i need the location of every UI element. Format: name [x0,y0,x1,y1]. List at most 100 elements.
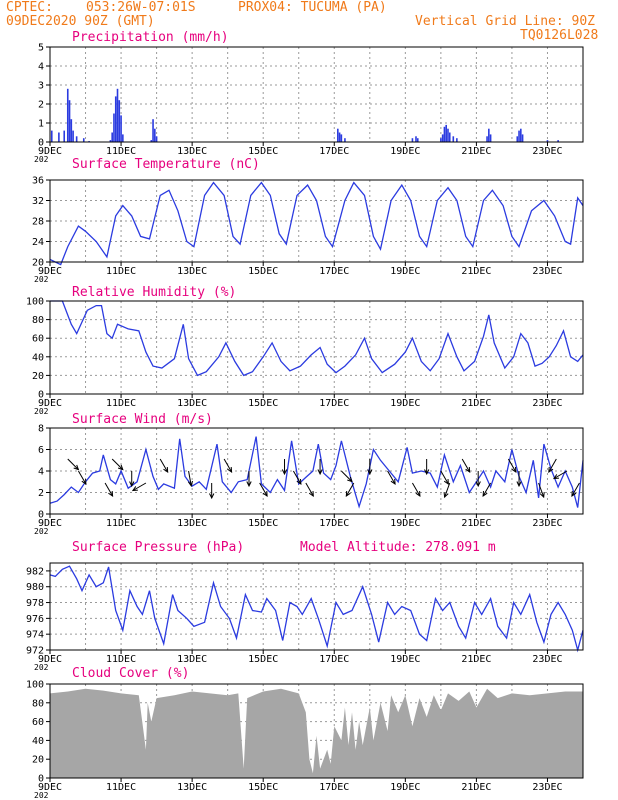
precip-bar [518,130,520,142]
precip-bar [557,140,559,142]
x-tick-label: 19DEC [390,518,420,529]
precip-bar [448,132,451,142]
x-tick-label: 9DEC [38,398,62,409]
precip-bar [114,96,117,142]
y-tick-label: 28 [32,217,44,228]
wind-vector [482,482,492,497]
header-datetime: 09DEC2020 90Z (GMT) [6,14,155,29]
wind-arrowhead [281,469,288,476]
panel-frame [49,300,584,395]
x-tick-label: 21DEC [461,398,491,409]
wind-vector [77,470,87,485]
precip-bar [58,132,60,142]
wind-vector [305,482,314,497]
x-tick-label: 13DEC [177,146,207,157]
panel-frame [49,179,584,263]
wind-arrowhead [552,474,560,480]
precip-bar [456,138,458,142]
wind-vector [111,458,124,470]
precip-bar [63,130,66,142]
precip-bar [520,128,522,142]
panel-title: Relative Humidity (%) [72,285,236,300]
x-tick-label: 15DEC [248,782,278,793]
x-tick-label: 23DEC [532,654,562,665]
y-tick-label: 0 [38,138,44,149]
x-tick-label: 11DEC [106,398,136,409]
precip-bar [445,124,447,142]
precip-bar [109,140,112,142]
panel-title: Surface Wind (m/s) [72,412,213,427]
wind-arrowhead [209,493,215,500]
x-year-fragment: 202 [34,407,49,416]
y-tick-label: 24 [32,237,44,248]
y-tick-label: 60 [32,717,44,728]
x-tick-label: 21DEC [461,518,491,529]
wind-vector [412,482,421,497]
precip-bar [152,119,154,142]
wind-arrowhead [73,464,80,471]
precip-bar [111,132,113,142]
wind-vector [538,482,545,498]
precip-bar [66,88,69,142]
wind-vector [159,458,169,473]
x-tick-label: 17DEC [319,782,349,793]
wind-vector [341,470,353,482]
precip-bar [486,136,488,142]
precip-bar [122,134,124,142]
panel-annotation: Model Altitude: 278.091 m [300,540,496,555]
wind-arrowhead [482,490,488,498]
y-tick-label: 6 [38,445,44,456]
panel-title: Precipitation (mm/h) [72,30,229,45]
y-tick-label: 20 [32,755,44,766]
wind-arrowhead [129,481,135,488]
x-tick-label: 9DEC [38,146,62,157]
precip-bar [488,128,490,142]
y-tick-label: 80 [32,698,44,709]
panel-frame [49,46,584,143]
wind-vector [345,482,355,497]
precip-bar [443,126,446,142]
x-year-fragment: 202 [34,791,49,800]
precip-bar [155,136,158,142]
x-tick-label: 17DEC [319,398,349,409]
precip-bar [546,140,549,142]
panel-frame [49,562,584,651]
x-tick-label: 21DEC [461,266,491,277]
y-tick-label: 20 [32,258,44,269]
y-tick-label: 2 [38,100,44,111]
precip-bar [516,136,519,142]
header-station: PROX04: TUCUMA (PA) [238,0,387,15]
y-tick-label: 5 [38,43,44,54]
precip-bar [154,128,156,142]
y-tick-label: 1 [38,119,44,130]
y-tick-label: 100 [26,680,44,691]
precip-bar [338,132,341,142]
x-tick-label: 9DEC [38,266,62,277]
x-tick-label: 11DEC [106,782,136,793]
precip-bar [441,134,444,142]
wind-arrowhead [539,492,545,499]
y-tick-label: 0 [38,510,44,521]
x-tick-label: 9DEC [38,654,62,665]
header-grid-line: Vertical Grid Line: 90Z [415,14,596,29]
y-tick-label: 8 [38,424,44,435]
wind-vector [67,458,79,470]
wind-vector [444,482,451,498]
header-code: TQ0126L028 [520,28,599,43]
cloud-area [50,688,583,778]
x-tick-label: 13DEC [177,654,207,665]
precip-bar [337,128,339,142]
precip-bar [447,128,449,142]
x-tick-label: 17DEC [319,654,349,665]
x-tick-label: 15DEC [248,518,278,529]
y-tick-label: 40 [32,352,44,363]
wind-arrowhead [443,478,449,485]
panel-title: Surface Temperature (nC) [72,157,260,172]
wind-vector [461,458,471,473]
precip-bar [72,130,74,142]
y-tick-label: 974 [26,630,44,641]
x-tick-label: 15DEC [248,654,278,665]
x-tick-label: 19DEC [390,398,420,409]
x-tick-label: 21DEC [461,782,491,793]
precip-bar [113,113,115,142]
